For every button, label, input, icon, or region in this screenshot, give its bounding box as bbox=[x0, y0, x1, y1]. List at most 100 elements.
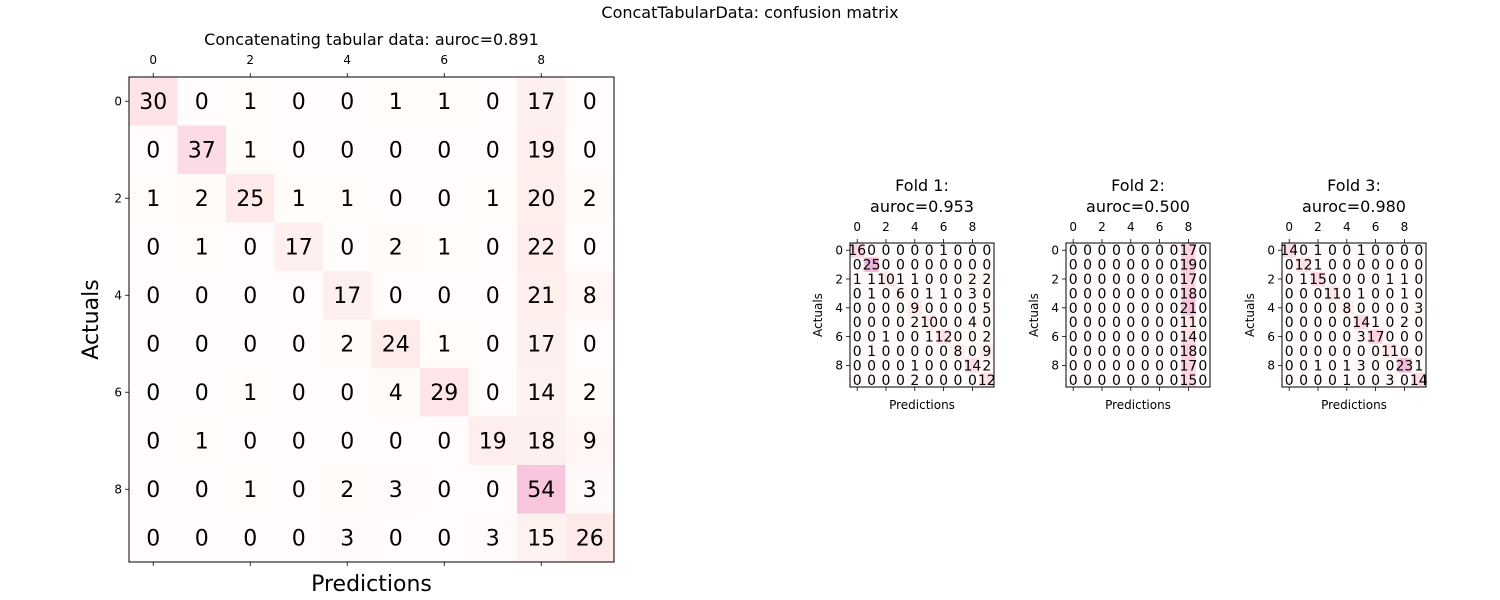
cell-value-label: 0 bbox=[1285, 315, 1294, 331]
cell-value-label: 0 bbox=[1170, 358, 1179, 374]
cell-value-label: 15 bbox=[527, 527, 555, 552]
cell-value-label: 0 bbox=[243, 333, 257, 358]
heatmap-cell bbox=[1152, 271, 1168, 287]
cell-value-label: 0 bbox=[1083, 301, 1092, 317]
subplot-title: Fold 2: bbox=[1111, 176, 1165, 195]
cell-value-label: 12 bbox=[978, 373, 996, 389]
x-tick-label: 6 bbox=[1156, 220, 1164, 234]
cell-value-label: 0 bbox=[925, 243, 934, 259]
heatmap-cell bbox=[950, 343, 966, 359]
heatmap-cell bbox=[1411, 343, 1427, 359]
cell-value-label: 0 bbox=[982, 315, 991, 331]
heatmap-cell bbox=[274, 174, 324, 223]
cell-value-label: 0 bbox=[1198, 272, 1207, 288]
cell-value-label: 0 bbox=[882, 243, 891, 259]
cell-value-label: 0 bbox=[968, 301, 977, 317]
cell-value-label: 0 bbox=[1414, 272, 1423, 288]
cell-value-label: 0 bbox=[1371, 286, 1380, 302]
cell-value-label: 4 bbox=[968, 315, 977, 331]
heatmap-cell bbox=[1382, 300, 1398, 316]
cell-value-label: 0 bbox=[925, 358, 934, 374]
heatmap-cell bbox=[1339, 372, 1355, 388]
y-tick-label: 8 bbox=[1051, 359, 1059, 373]
cell-value-label: 0 bbox=[853, 286, 862, 302]
heatmap-cell bbox=[1310, 243, 1326, 258]
heatmap-cell bbox=[936, 358, 952, 373]
heatmap-cell bbox=[1166, 300, 1182, 316]
cell-value-label: 30 bbox=[139, 90, 167, 115]
cell-value-label: 0 bbox=[853, 344, 862, 360]
cell-value-label: 0 bbox=[954, 243, 963, 259]
heatmap-cell bbox=[1181, 329, 1196, 345]
cell-value-label: 0 bbox=[896, 315, 905, 331]
heatmap-cell bbox=[565, 319, 615, 369]
heatmap-cell bbox=[1354, 243, 1369, 258]
cell-value-label: 0 bbox=[853, 301, 862, 317]
heatmap-cell bbox=[936, 257, 952, 273]
heatmap-cell bbox=[1138, 372, 1153, 388]
heatmap-cell bbox=[1152, 315, 1168, 330]
heatmap-cell bbox=[864, 358, 880, 373]
heatmap-cell bbox=[1138, 329, 1153, 345]
heatmap-cell bbox=[936, 315, 952, 330]
heatmap-cell bbox=[517, 319, 566, 369]
heatmap-cell bbox=[1080, 358, 1096, 373]
cell-value-label: 0 bbox=[292, 284, 306, 309]
cell-value-label: 0 bbox=[1141, 301, 1150, 317]
cell-value-label: 0 bbox=[1342, 315, 1351, 331]
cell-value-label: 0 bbox=[1126, 373, 1135, 389]
cell-value-label: 0 bbox=[486, 90, 500, 115]
cell-value-label: 0 bbox=[1414, 330, 1423, 346]
cell-value-label: 0 bbox=[340, 381, 354, 406]
heatmap-cell bbox=[1325, 271, 1340, 287]
heatmap-cell bbox=[979, 257, 995, 273]
cell-value-label: 0 bbox=[939, 358, 948, 374]
cell-value-label: 0 bbox=[243, 527, 257, 552]
cell-value-label: 0 bbox=[1357, 301, 1366, 317]
cell-value-label: 0 bbox=[1083, 286, 1092, 302]
heatmap-cell bbox=[878, 343, 894, 359]
heatmap-cell bbox=[1354, 343, 1369, 359]
x-tick-label: 6 bbox=[1372, 220, 1380, 234]
heatmap-cell bbox=[1080, 286, 1096, 301]
cell-value-label: 1 bbox=[925, 330, 934, 346]
heatmap-cell bbox=[850, 271, 865, 287]
heatmap-cell bbox=[1181, 372, 1196, 388]
cell-value-label: 8 bbox=[583, 284, 597, 309]
heatmap-cell bbox=[1339, 300, 1355, 316]
cell-value-label: 54 bbox=[527, 478, 555, 503]
cell-value-label: 17 bbox=[1367, 330, 1385, 346]
cell-value-label: 0 bbox=[954, 330, 963, 346]
cell-value-label: 0 bbox=[1414, 286, 1423, 302]
heatmap-cell bbox=[1310, 257, 1326, 273]
cell-value-label: 0 bbox=[1328, 315, 1337, 331]
cell-value-label: 15 bbox=[1309, 272, 1327, 288]
cell-value-label: 0 bbox=[1112, 344, 1121, 360]
heatmap-cell bbox=[1339, 343, 1355, 359]
cell-value-label: 0 bbox=[146, 236, 160, 261]
heatmap-cell bbox=[1339, 315, 1355, 330]
heatmap-cell bbox=[420, 77, 469, 126]
cell-value-label: 1 bbox=[195, 430, 209, 455]
cell-value-label: 0 bbox=[1357, 344, 1366, 360]
heatmap-cell bbox=[274, 77, 324, 126]
cell-value-label: 0 bbox=[292, 527, 306, 552]
y-tick-label: 0 bbox=[114, 95, 122, 109]
heatmap-cell bbox=[1166, 315, 1182, 330]
heatmap-cell bbox=[878, 271, 894, 287]
cell-value-label: 0 bbox=[583, 90, 597, 115]
cell-value-label: 0 bbox=[437, 527, 451, 552]
cell-value-label: 0 bbox=[896, 258, 905, 274]
heatmap-cell bbox=[922, 271, 937, 287]
cell-value-label: 0 bbox=[1069, 258, 1078, 274]
subplot-title: Fold 1: bbox=[895, 176, 949, 195]
heatmap-cell bbox=[177, 416, 227, 466]
cell-value-label: 0 bbox=[1126, 258, 1135, 274]
heatmap-cell bbox=[1152, 257, 1168, 273]
cell-value-label: 10 bbox=[920, 315, 938, 331]
heatmap-cell bbox=[420, 222, 469, 272]
heatmap-cell bbox=[922, 315, 937, 330]
cell-value-label: 0 bbox=[1198, 258, 1207, 274]
heatmap-cell bbox=[420, 174, 469, 223]
heatmap-cell bbox=[1411, 286, 1427, 301]
